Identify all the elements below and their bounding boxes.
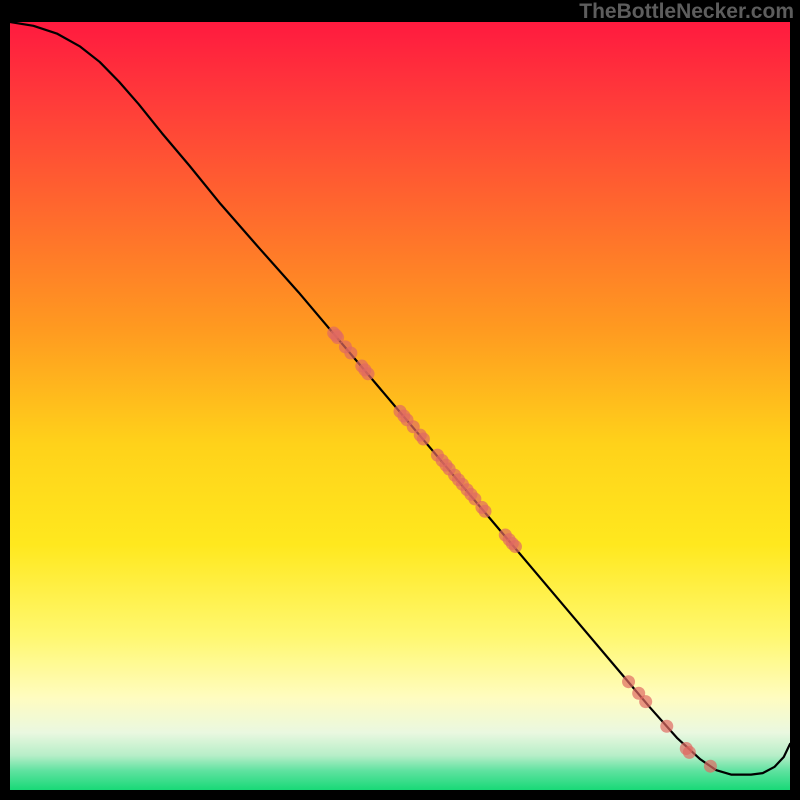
- data-point: [660, 720, 673, 733]
- data-point: [639, 695, 652, 708]
- data-point: [683, 746, 696, 759]
- data-point: [509, 540, 522, 553]
- data-point: [344, 347, 357, 360]
- data-point: [479, 505, 492, 518]
- figure-frame: TheBottleNecker.com: [0, 0, 800, 800]
- data-point: [622, 675, 635, 688]
- plot-area: [10, 22, 790, 790]
- data-point: [704, 760, 717, 773]
- data-point: [417, 433, 430, 446]
- data-point: [330, 329, 343, 342]
- data-point: [362, 367, 375, 380]
- watermark-text: TheBottleNecker.com: [579, 0, 794, 24]
- chart-svg: [10, 22, 790, 790]
